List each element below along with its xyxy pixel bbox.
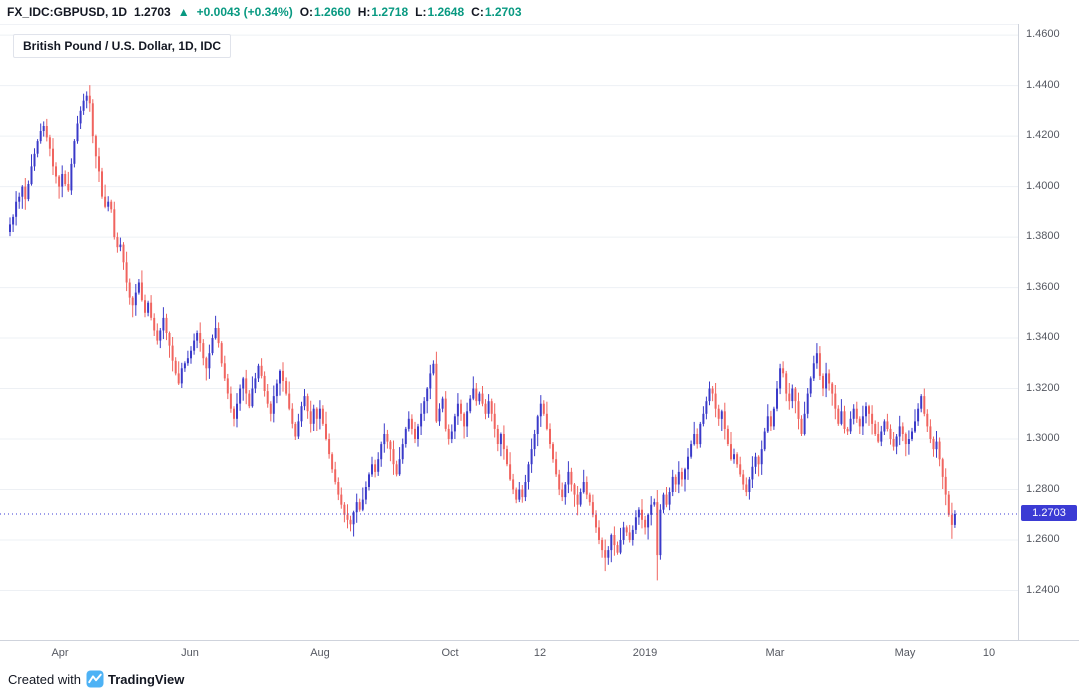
ohlc-pair: C: 1.2703 [471, 5, 522, 19]
price-tick-label: 1.4200 [1026, 129, 1060, 141]
time-tick-label: May [894, 647, 916, 659]
symbol-name: FX_IDC:GBPUSD, 1D [7, 5, 128, 19]
tradingview-brand-text: TradingView [107, 671, 185, 687]
time-tick-label: 2019 [632, 647, 658, 659]
price-tick-label: 1.2800 [1026, 483, 1060, 495]
time-tick-label: Apr [51, 647, 69, 659]
symbol-header: FX_IDC:GBPUSD, 1D 1.2703 ▲ +0.0043 (+0.3… [0, 0, 1079, 24]
time-tick-label: Jun [181, 647, 199, 659]
price-tick-label: 1.2400 [1026, 584, 1060, 596]
ohlc-values: O: 1.2660 H: 1.2718 L: 1.2648 C: 1.2703 [300, 5, 522, 19]
time-axis[interactable]: Apr Jun Aug Oct 12 2019 Mar May 10 [0, 640, 1079, 666]
time-tick-label: Mar [765, 647, 785, 659]
time-tick-label: 12 [533, 647, 547, 659]
price-tick-label: 1.3000 [1026, 432, 1060, 444]
ohlc-pair: O: 1.2660 [299, 5, 351, 19]
price-axis[interactable]: 1.2703 1.4600 1.4400 1.4200 1.4000 1.3800 1.3… [1018, 24, 1079, 640]
chart-plot-area[interactable]: British Pound / U.S. Dollar, 1D, IDC [0, 24, 1018, 640]
time-tick-label: Oct [441, 647, 459, 659]
last-price: 1.2703 [134, 5, 171, 19]
chart-legend[interactable]: British Pound / U.S. Dollar, 1D, IDC [13, 34, 232, 58]
price-tick-label: 1.4000 [1026, 180, 1060, 192]
price-tick-label: 1.3600 [1026, 281, 1060, 293]
ohlc-pair: L: 1.2648 [415, 5, 465, 19]
price-tick-label: 1.2600 [1026, 533, 1060, 545]
price-tick-label: 1.4600 [1026, 28, 1060, 40]
price-line-label: 1.2703 [1021, 505, 1077, 521]
price-tick-label: 1.4400 [1026, 79, 1060, 91]
tradingview-logo-icon [86, 670, 104, 688]
price-change: +0.0043 (+0.34%) [196, 5, 293, 19]
time-tick-label: Aug [310, 647, 330, 659]
time-tick-label: 10 [982, 647, 996, 659]
ohlc-pair: H: 1.2718 [357, 5, 409, 19]
up-arrow-icon: ▲ [177, 5, 190, 19]
candlestick-chart[interactable] [0, 25, 1018, 641]
price-tick-label: 1.3800 [1026, 230, 1060, 242]
attribution-footer: Created with TradingView [0, 666, 1079, 692]
tradingview-link[interactable]: TradingView [86, 670, 184, 688]
price-tick-label: 1.3200 [1026, 382, 1060, 394]
price-tick-label: 1.3400 [1026, 331, 1060, 343]
created-with-text: Created with [8, 671, 81, 687]
